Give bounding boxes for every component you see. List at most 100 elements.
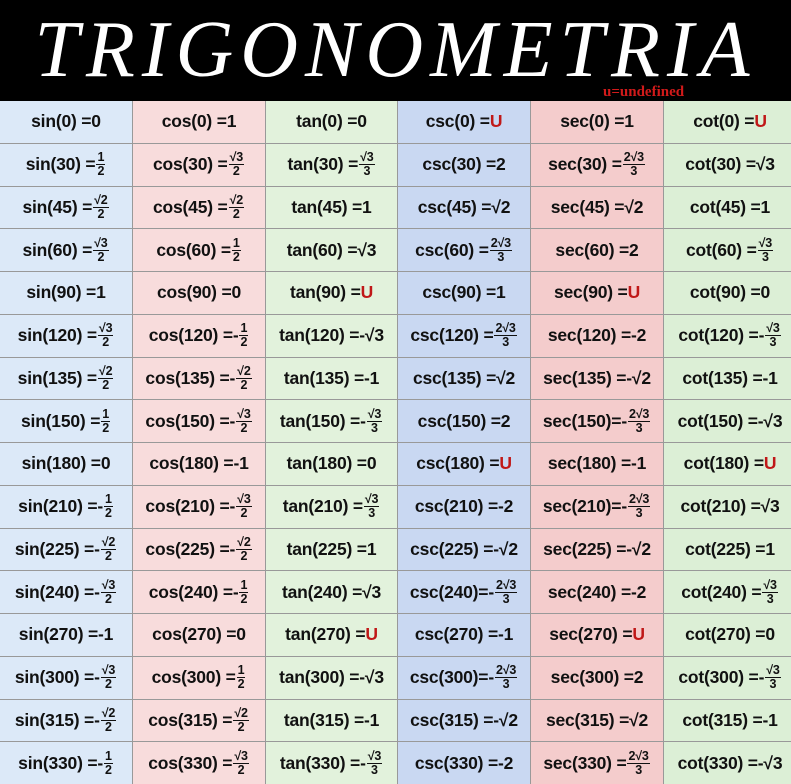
fraction-denominator: 2 <box>105 591 112 606</box>
fraction-denominator: 2 <box>232 164 240 179</box>
fraction-denominator: 2 <box>102 377 109 392</box>
fraction: √3 2 <box>228 150 244 179</box>
cell-expression: csc(225) = <box>410 538 494 559</box>
cell-expression: tan(300) = <box>279 667 360 688</box>
fraction: √2 2 <box>236 534 252 563</box>
fraction-numerator: 1 <box>101 406 110 422</box>
table-cell-cot: cot(225) = 1 <box>664 528 791 571</box>
cell-value: 0 <box>91 111 101 132</box>
fraction-numerator: √3 <box>97 321 114 337</box>
cell-value: -√2 <box>626 367 651 388</box>
fraction-numerator: 2√3 <box>622 150 645 166</box>
cell-value: -1 <box>364 367 380 388</box>
cell-sign: - <box>229 367 236 388</box>
fraction-denominator: 3 <box>635 420 643 435</box>
cell-sign: - <box>97 752 104 773</box>
fraction-denominator: 3 <box>363 164 371 179</box>
cell-sign: - <box>94 667 100 688</box>
cell-value: 0 <box>765 624 775 645</box>
cell-value: 2 <box>629 239 639 260</box>
table-cell-tan: tan(30) = √3 3 <box>266 143 397 186</box>
cell-expression: sin(300) = <box>14 667 95 688</box>
table-cell-csc: csc(45) = √2 <box>398 186 530 229</box>
table-cell-sin: sin(0) = 0 <box>0 101 132 143</box>
cell-expression: tan(120) = <box>279 325 360 346</box>
table-cell-sin: sin(120) = √3 2 <box>0 314 132 357</box>
fraction: 2√3 3 <box>627 493 651 520</box>
cell-expression: sec(90) = <box>553 282 628 303</box>
fraction-numerator: 2√3 <box>627 748 650 764</box>
table-cell-csc: csc(300)= -2√3 3 <box>398 656 530 699</box>
table-cell-sec: sec(330) = 2√3 3 <box>531 742 663 784</box>
fraction-numerator: √3 <box>236 492 252 508</box>
cell-sign: - <box>232 581 239 602</box>
cell-expression: sin(240) = <box>14 581 95 602</box>
cell-value: 2 <box>496 154 506 175</box>
fraction-numerator: 2√3 <box>494 577 518 593</box>
table-cell-cot: cot(315) = -1 <box>664 699 791 742</box>
fraction-denominator: 2 <box>105 548 112 563</box>
table-cell-csc: csc(210) = -2 <box>398 485 530 528</box>
fraction-denominator: 2 <box>105 762 112 777</box>
cell-expression: sin(45) = <box>22 196 93 217</box>
cell-expression: cos(180) = <box>149 453 234 474</box>
cell-value: -√2 <box>493 538 518 559</box>
cell-expression: sin(60) = <box>22 239 93 260</box>
cell-expression: sin(330) = <box>18 752 98 773</box>
table-cell-cot: cot(270) = 0 <box>664 614 791 656</box>
table-cell-tan: tan(120) = -√3 <box>266 314 397 357</box>
fraction-numerator: √2 <box>228 192 244 208</box>
cell-expression: sec(300) = <box>550 667 634 688</box>
cell-expression: tan(60) = <box>286 239 358 260</box>
table-cell-csc: csc(30) = 2 <box>398 143 530 186</box>
fraction-denominator: 3 <box>766 591 774 606</box>
table-cell-cos: cos(45) = √2 2 <box>133 186 265 229</box>
cell-expression: sec(210)= <box>542 496 622 517</box>
cell-expression: sec(120) = <box>547 325 631 346</box>
fraction-denominator: 2 <box>97 164 105 179</box>
cell-value: 0 <box>366 453 377 474</box>
cell-expression: cos(90) = <box>156 282 232 303</box>
cell-expression: sin(180) = <box>21 453 101 474</box>
fraction-numerator: √3 <box>363 492 380 508</box>
cell-sign: - <box>621 410 627 431</box>
cell-sign: - <box>229 410 236 431</box>
cell-value: 1 <box>624 111 634 132</box>
cell-expression: tan(0) = <box>296 111 358 132</box>
fraction-numerator: √3 <box>762 577 778 593</box>
table-cell-sin: sin(60) = √3 2 <box>0 229 132 271</box>
fraction: √3 2 <box>100 578 117 606</box>
table-cell-csc: csc(150) = 2 <box>398 400 530 442</box>
table-cell-cot: cot(60) = √3 3 <box>664 229 791 271</box>
table-cell-sec: sec(300) = 2 <box>531 656 663 699</box>
table-cell-sec: sec(240) = -2 <box>531 571 663 613</box>
fraction-denominator: 2 <box>240 420 248 435</box>
fraction-numerator: 2√3 <box>494 321 517 337</box>
cell-expression: cot(120) = <box>678 325 759 346</box>
fraction: √3 3 <box>359 151 375 179</box>
table-cell-csc: csc(90) = 1 <box>398 272 530 314</box>
table-cell-sin: sin(225) = - √2 2 <box>0 528 132 571</box>
fraction-numerator: √3 <box>228 150 244 166</box>
table-cell-sin: sin(315) = - √2 2 <box>0 699 132 742</box>
cell-expression: cos(30) = <box>153 154 228 175</box>
table-cell-csc: csc(0) = U <box>398 101 530 143</box>
table-cell-cos: cos(330) = √3 2 <box>133 742 265 784</box>
table-cell-tan: tan(210) = √3 3 <box>266 485 397 528</box>
table-cell-cos: cos(90) = 0 <box>133 272 265 314</box>
table-cell-csc: csc(240)= -2√3 3 <box>398 571 530 613</box>
cell-expression: cos(240) = <box>148 581 233 602</box>
cell-value: 0 <box>236 624 246 645</box>
fraction: √3 3 <box>765 322 781 349</box>
table-cell-cot: cot(180) = U <box>664 443 791 485</box>
fraction-numerator: √2 <box>236 534 252 550</box>
cell-value: 0 <box>357 111 367 132</box>
fraction-denominator: 3 <box>761 249 769 264</box>
cell-value: 1 <box>765 538 775 559</box>
table-cell-csc: csc(330) = -2 <box>398 742 530 784</box>
